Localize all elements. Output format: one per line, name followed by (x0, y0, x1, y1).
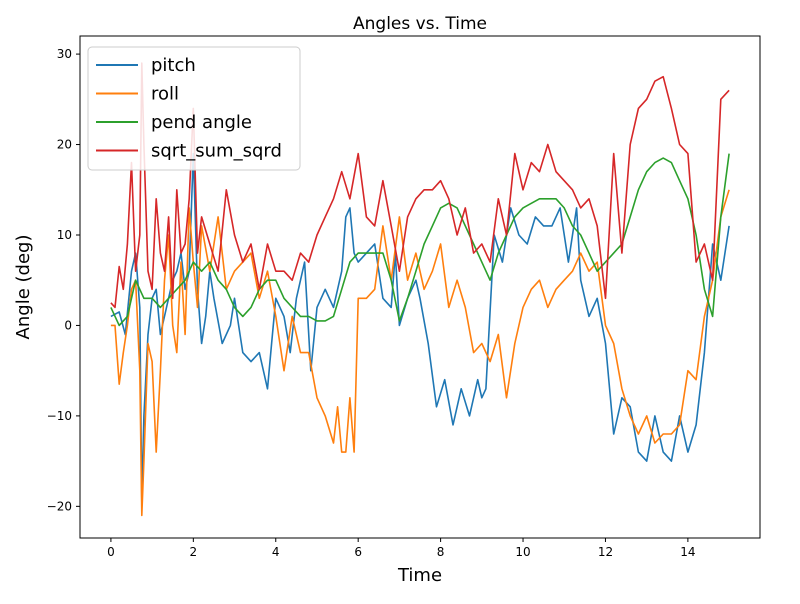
x-axis-label: Time (397, 565, 442, 586)
series-line-2 (110, 153, 730, 327)
y-tick-label-4: 20 (57, 138, 72, 152)
x-tick-label-5: 10 (515, 545, 530, 559)
legend-label-3: sqrt_sum_sqrd (151, 141, 282, 162)
y-tick-label-2: 0 (64, 318, 72, 332)
legend-label-1: roll (151, 84, 179, 105)
plot-frame (79, 35, 761, 539)
x-tick-label-1: 2 (190, 545, 198, 559)
y-tick-label-5: 30 (57, 47, 72, 61)
legend-label-0: pitch (151, 55, 196, 76)
y-tick-label-0: −20 (47, 499, 72, 513)
y-tick-label-3: 10 (57, 228, 72, 242)
chart-title: Angles vs. Time (353, 14, 487, 34)
chart-legend: pitch roll pend angle sqrt_sum_sqrd (87, 46, 301, 171)
x-tick-label-4: 8 (437, 545, 445, 559)
series-lines (110, 62, 730, 517)
x-tick-label-7: 14 (680, 545, 695, 559)
legend-label-2: pend angle (151, 112, 252, 133)
series-line-1 (110, 189, 730, 517)
x-tick-label-2: 4 (272, 545, 280, 559)
y-axis-label: Angle (deg) (13, 235, 34, 340)
y-axis-ticks: −20 −10 0 10 20 30 (47, 47, 80, 513)
legend-box (87, 46, 301, 171)
series-line-3 (110, 62, 730, 309)
x-tick-label-3: 6 (354, 545, 362, 559)
y-tick-label-1: −10 (47, 409, 72, 423)
x-tick-label-6: 12 (598, 545, 613, 559)
series-line-0 (110, 152, 730, 503)
x-tick-label-0: 0 (107, 545, 115, 559)
x-axis-ticks: 0 2 4 6 8 10 12 14 (107, 538, 696, 559)
